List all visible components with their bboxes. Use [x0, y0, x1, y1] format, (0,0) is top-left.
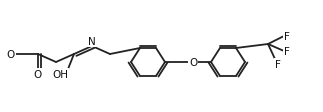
Text: O: O: [34, 69, 42, 79]
Text: F: F: [275, 59, 281, 69]
Text: O: O: [189, 57, 197, 67]
Text: N: N: [88, 37, 96, 47]
Text: F: F: [284, 32, 290, 42]
Text: O: O: [7, 50, 15, 59]
Text: OH: OH: [52, 69, 68, 79]
Text: F: F: [284, 47, 290, 56]
